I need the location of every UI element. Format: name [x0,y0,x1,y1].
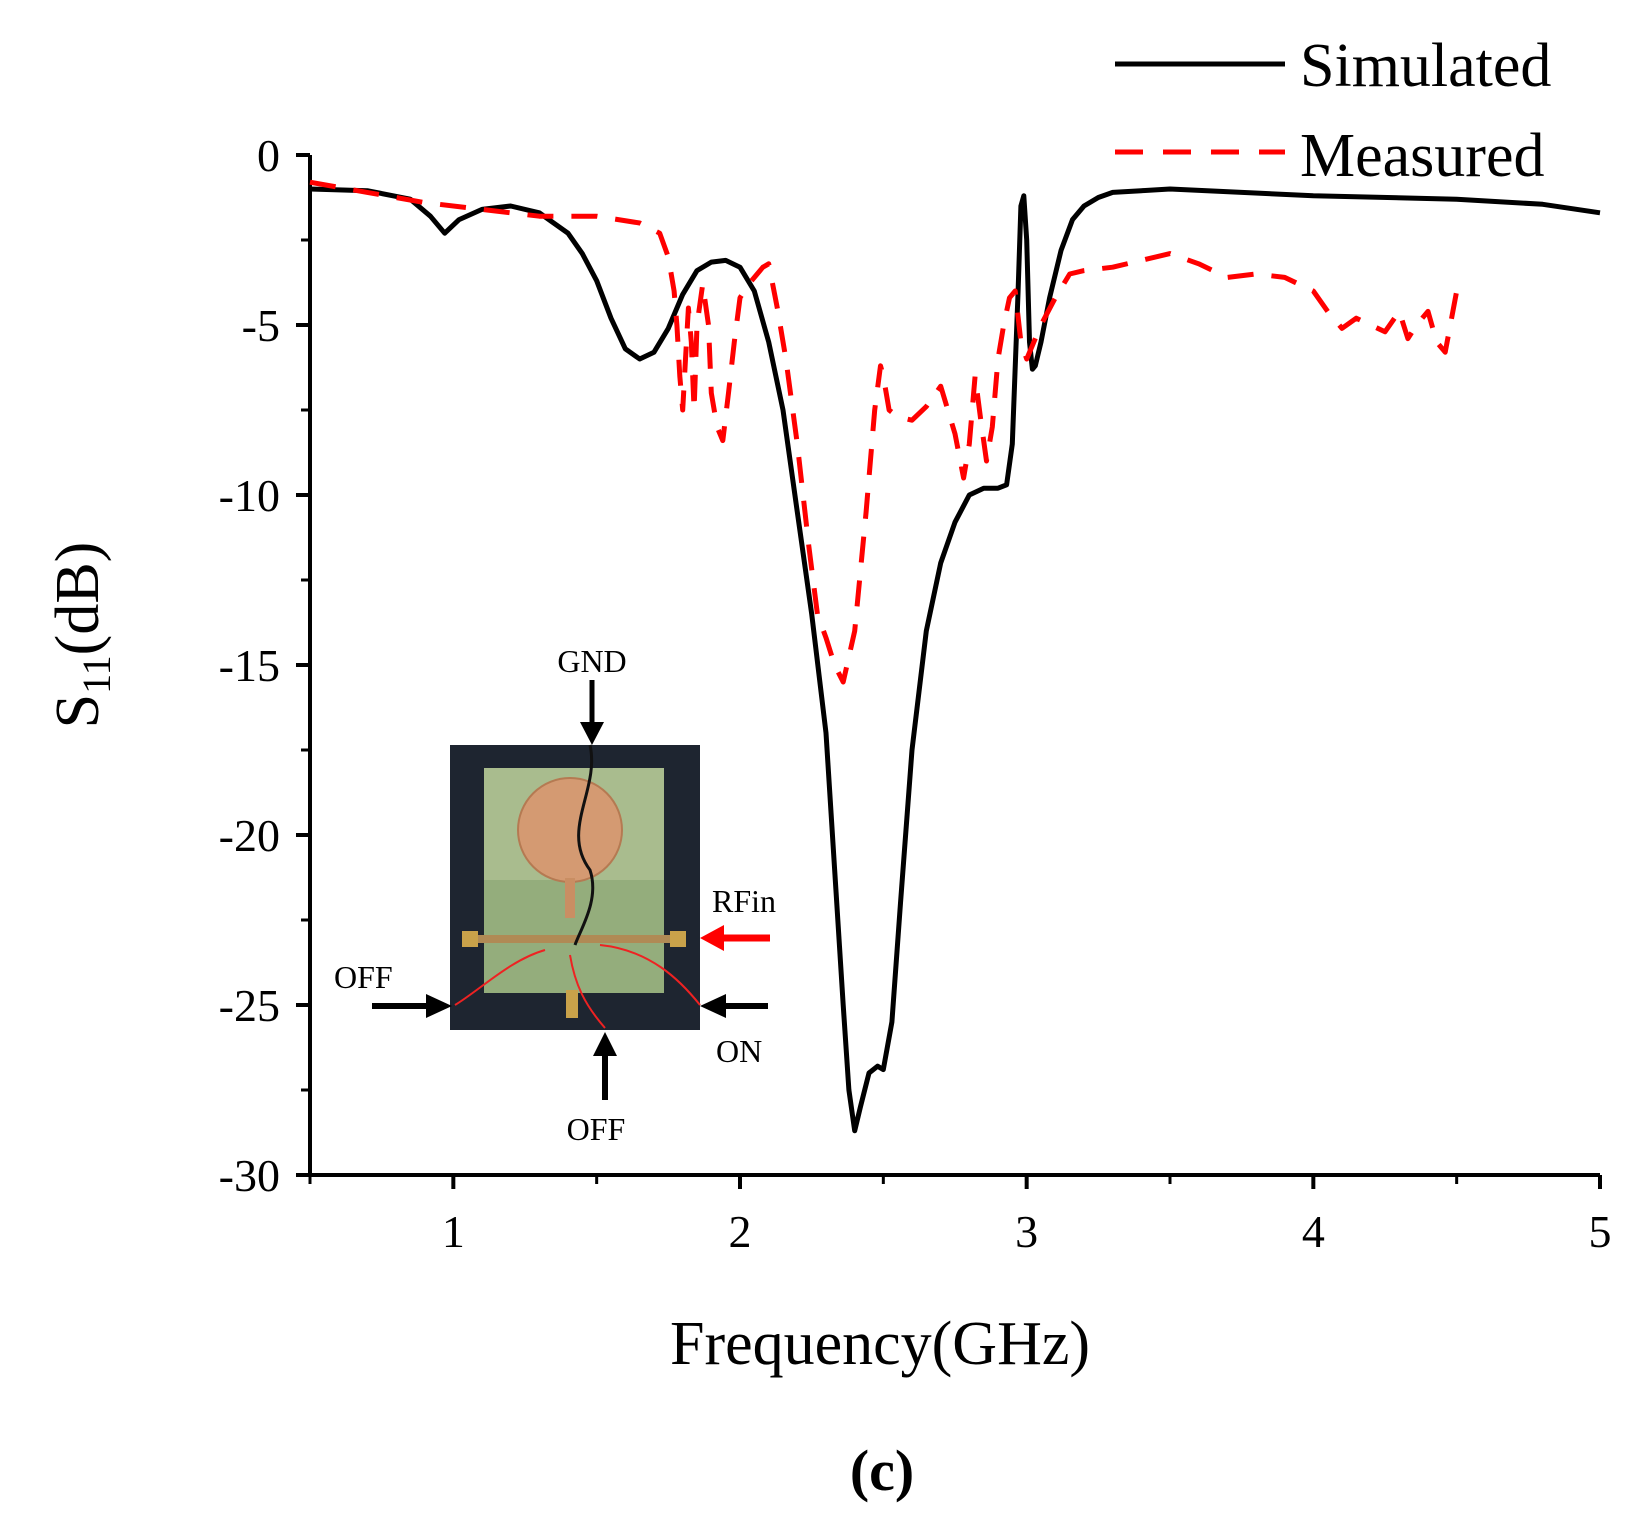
y-tick-label: 0 [257,130,280,181]
legend-simulated-label: Simulated [1300,32,1551,100]
x-tick-label: 3 [1015,1206,1038,1257]
x-axis-title: Frequency(GHz) [670,1310,1090,1378]
gnd-wire [573,744,595,946]
circular-patch [517,777,623,883]
y-axis-title: S11(dB) [44,542,119,729]
legend: Simulated Measured [1115,32,1551,190]
sma-connector-bottom [566,990,578,1018]
y-axis-title-unit: (dB) [44,542,112,656]
bias-wire-bottom [569,954,606,1029]
y-tick-label: -10 [219,470,280,521]
sma-connector-left [462,931,478,947]
x-tick-label: 1 [442,1206,465,1257]
inset-label-on: ON [716,1033,762,1069]
y-axis-title-main: S [44,694,112,728]
x-tick-label: 2 [729,1206,752,1257]
switch-line [476,935,672,943]
y-ticks: 0 -5 -10 -15 -20 -25 -30 [219,130,310,1201]
inset-label-rfin: RFin [712,883,776,919]
bias-wire-left [454,949,546,1006]
x-ticks: 1 2 3 4 5 [308,1175,1612,1257]
off-left-arrow-head [426,994,452,1018]
inset-prototype-photo: GND RFin OFF ON OFF [334,643,776,1147]
gnd-arrow-head [580,722,604,745]
x-tick-label: 4 [1302,1206,1325,1257]
on-arrow-head [700,994,726,1018]
legend-measured-label: Measured [1300,122,1544,190]
bias-wire-right [599,944,701,1006]
y-axis-title-sub: 11 [74,655,119,694]
y-tick-label: -25 [219,980,280,1031]
y-tick-label: -5 [242,300,280,351]
inset-label-off-bottom: OFF [567,1111,626,1147]
y-tick-label: -15 [219,640,280,691]
rfin-arrow-head [700,925,724,951]
x-tick-label: 5 [1589,1206,1612,1257]
sma-connector-right [670,931,686,947]
inset-label-gnd: GND [557,643,626,679]
feed-line [565,878,575,918]
series-simulated-line [309,186,1601,1134]
inset-label-off-left: OFF [334,959,393,995]
y-tick-label: -20 [219,810,280,861]
panel-label: (c) [850,1438,914,1503]
series-layer [309,179,1601,1134]
y-tick-label: -30 [219,1150,280,1201]
off-bottom-arrow-head [593,1032,617,1056]
series-measured-line [309,179,1460,685]
